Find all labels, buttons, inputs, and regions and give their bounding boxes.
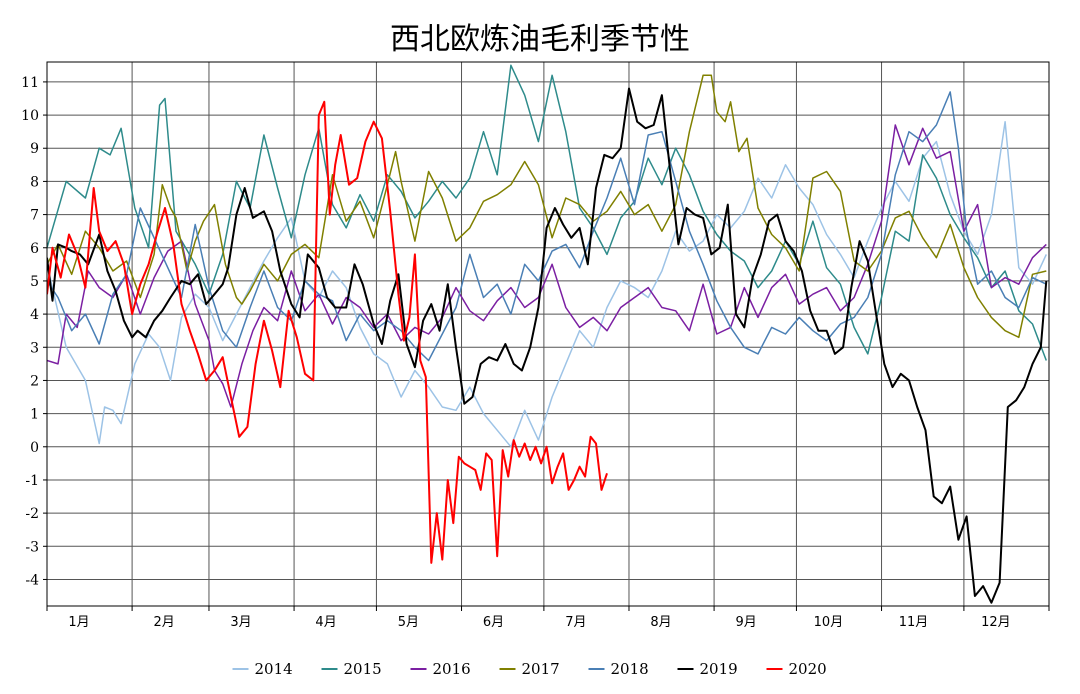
y-tick-label: 3 bbox=[30, 340, 39, 356]
series-line-2019 bbox=[47, 87, 1048, 604]
y-tick-label: 0 bbox=[30, 440, 39, 456]
series-line-2014 bbox=[47, 120, 1047, 448]
x-tick-label: 9月 bbox=[735, 615, 756, 630]
x-tick-label: 10月 bbox=[814, 615, 844, 630]
x-tick-label: 3月 bbox=[230, 615, 251, 630]
legend-label-2020: 2020 bbox=[789, 660, 827, 678]
y-tick-label: 8 bbox=[30, 174, 39, 190]
plot-frame bbox=[43, 61, 1050, 611]
y-tick-label: 1 bbox=[30, 407, 39, 423]
x-tick-label: 2月 bbox=[153, 615, 174, 630]
y-tick-label: -2 bbox=[25, 506, 39, 522]
x-tick-label: 4月 bbox=[315, 615, 336, 630]
x-tick-label: 12月 bbox=[981, 615, 1011, 630]
y-tick-label: 10 bbox=[21, 108, 39, 124]
chart-title: 西北欧炼油毛利季节性 bbox=[390, 22, 690, 57]
series-line-2015 bbox=[47, 64, 1048, 361]
y-tick-label: -3 bbox=[25, 539, 39, 555]
y-tick-label: 4 bbox=[30, 307, 39, 323]
y-tick-label: -1 bbox=[25, 473, 39, 489]
x-tick-label: 5月 bbox=[398, 615, 419, 630]
y-axis-tick-labels: -4 -3 -2 -1 0 1 2 3 4 5 6 7 8 9 10 11 bbox=[21, 75, 39, 589]
y-tick-label: -4 bbox=[25, 572, 39, 588]
x-tick-label: 7月 bbox=[565, 615, 586, 630]
y-tick-label: 7 bbox=[30, 208, 39, 224]
legend: 2014 2015 2016 2017 2018 2019 2020 bbox=[232, 660, 827, 678]
legend-label-2018: 2018 bbox=[611, 660, 649, 678]
x-tick-label: 11月 bbox=[899, 615, 929, 630]
x-axis-month-labels: 1月 2月 3月 4月 5月 6月 7月 8月 9月 10月 11月 12月 bbox=[68, 615, 1010, 630]
legend-label-2019: 2019 bbox=[700, 660, 738, 678]
y-tick-label: 9 bbox=[30, 141, 39, 157]
y-tick-label: 6 bbox=[30, 241, 39, 257]
series-line-2018 bbox=[47, 91, 1047, 362]
y-tick-label: 2 bbox=[30, 373, 39, 389]
legend-label-2014: 2014 bbox=[255, 660, 293, 678]
grid-lines bbox=[47, 62, 1049, 606]
y-tick-label: 11 bbox=[21, 75, 39, 91]
legend-label-2015: 2015 bbox=[344, 660, 382, 678]
series-lines bbox=[47, 64, 1048, 604]
legend-label-2017: 2017 bbox=[522, 660, 560, 678]
x-tick-label: 1月 bbox=[68, 615, 89, 630]
series-line-2016 bbox=[47, 124, 1047, 408]
plot-border bbox=[46, 61, 1050, 607]
x-tick-label: 6月 bbox=[483, 615, 504, 630]
series-line-2020 bbox=[47, 100, 608, 564]
legend-label-2016: 2016 bbox=[433, 660, 471, 678]
series-line-2017 bbox=[47, 74, 1047, 339]
x-tick-label: 8月 bbox=[650, 615, 671, 630]
y-tick-label: 5 bbox=[30, 274, 39, 290]
